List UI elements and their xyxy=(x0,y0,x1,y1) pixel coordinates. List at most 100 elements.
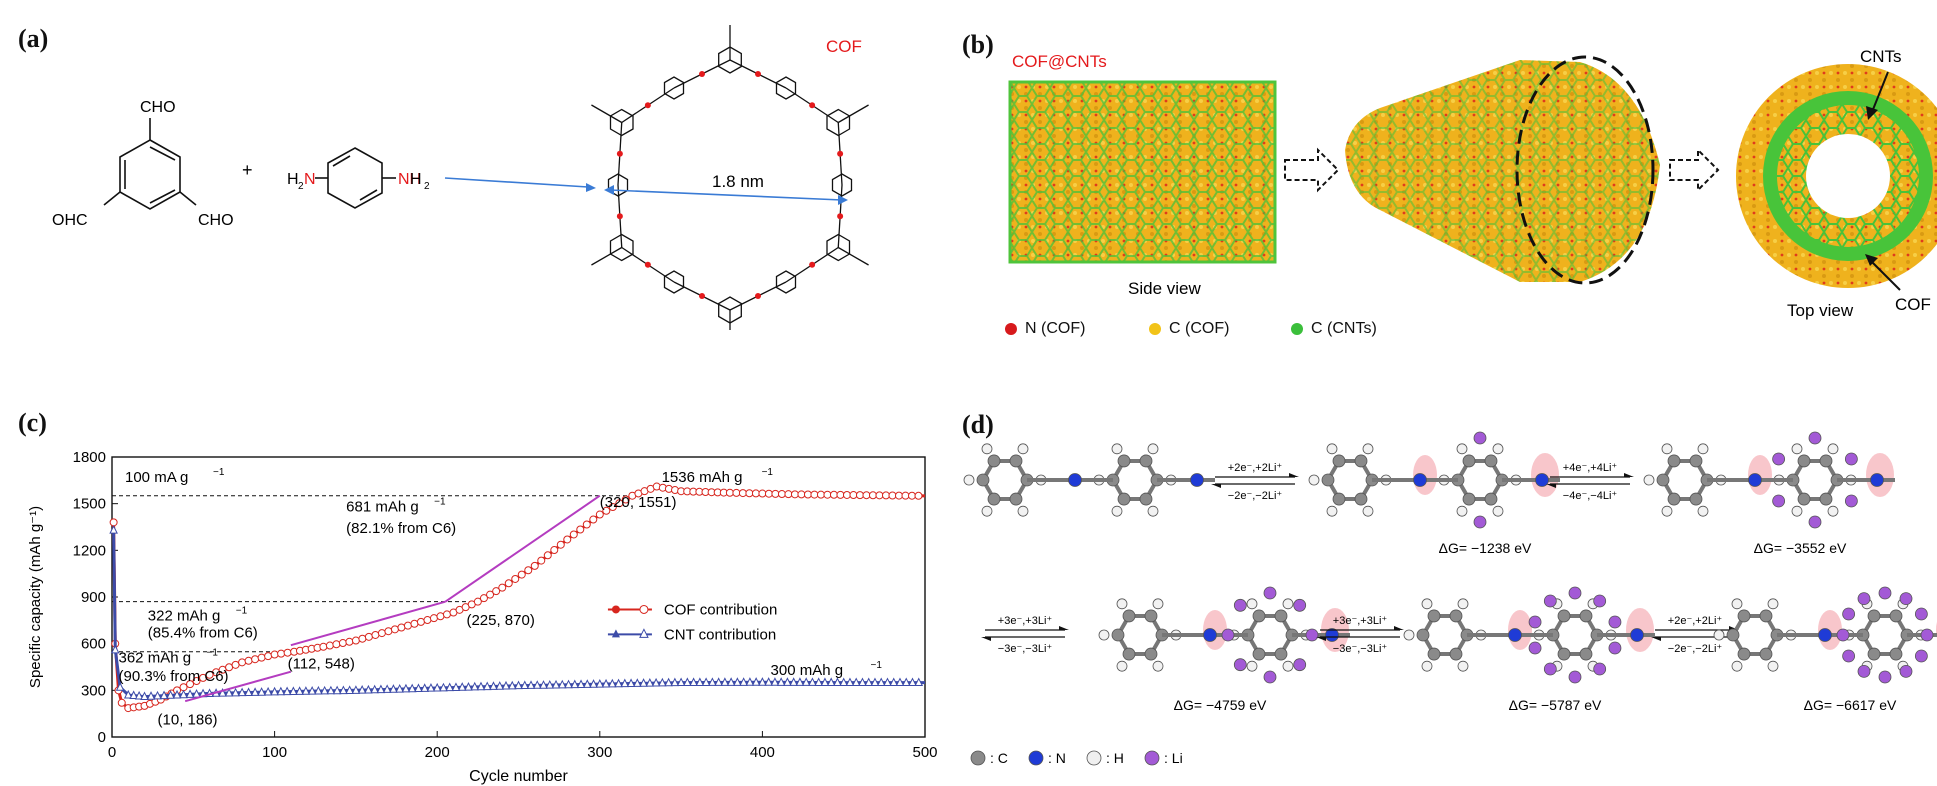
c-cnts-text: C (CNTs) xyxy=(1311,320,1377,337)
cnt-point xyxy=(676,677,686,687)
cnt-point xyxy=(645,678,655,687)
cof-linker-ring xyxy=(775,270,797,294)
cnt-point xyxy=(364,684,373,694)
x-tick-label: 400 xyxy=(750,744,775,761)
lithium-atom xyxy=(1293,658,1307,672)
carbon-atom xyxy=(1797,454,1811,468)
cof-point xyxy=(530,561,539,570)
carbon-atom xyxy=(1462,454,1476,468)
cof-point xyxy=(914,491,923,500)
equilibrium-2-fwd-label: +4e⁻,+4Li⁺ xyxy=(1563,462,1618,474)
cnt-capacity-label: 300 mAh g xyxy=(771,662,844,679)
cof-point xyxy=(816,490,825,499)
cnt-point xyxy=(231,687,240,697)
hydrogen-atom xyxy=(1282,598,1294,610)
legend-atom-label: : C xyxy=(990,750,1008,766)
cof-point xyxy=(238,658,247,667)
cof-point xyxy=(109,518,118,527)
rate-label: 100 mA g xyxy=(125,469,188,486)
cof-node-ring xyxy=(826,108,851,137)
equilibrium-2-rev-head xyxy=(1546,484,1556,488)
hydrogen-atom xyxy=(1791,443,1803,455)
energy-5: ΔG= −6617 eV xyxy=(1804,697,1897,713)
hydrogen-atom xyxy=(1767,598,1779,610)
lithium-atom xyxy=(1808,431,1822,445)
nitrogen-atom xyxy=(1870,473,1884,487)
cnt-point xyxy=(307,686,317,695)
legend-atom-label: : H xyxy=(1106,750,1124,766)
cof-linker-ring xyxy=(663,270,685,294)
cnt-point xyxy=(185,689,195,698)
y-tick-label: 1800 xyxy=(73,449,106,466)
energy-1: ΔG= −1238 eV xyxy=(1439,540,1532,556)
carbon-atom xyxy=(1819,492,1833,506)
hydrogen-atom xyxy=(1791,505,1803,517)
cnt-point xyxy=(376,684,386,694)
imine-n xyxy=(644,102,651,109)
cnt-point xyxy=(420,683,430,692)
lithium-atom xyxy=(1808,515,1822,529)
cnt-point xyxy=(614,678,623,688)
lithium-atom xyxy=(1844,452,1858,466)
carbon-atom xyxy=(1416,628,1430,642)
cof-node-ring xyxy=(718,46,742,74)
panel-b-legend-c-cof: C (COF) xyxy=(1149,320,1229,338)
cof-point xyxy=(849,491,858,500)
hydrogen-atom xyxy=(1152,598,1164,610)
imine-n xyxy=(699,292,705,299)
lithium-atom xyxy=(1233,598,1247,612)
hydrogen-atom xyxy=(1246,660,1258,672)
cnt-point xyxy=(557,679,567,689)
a362-note: (90.3% from C6) xyxy=(119,668,229,685)
lithium-atom xyxy=(1568,670,1582,684)
cof-point xyxy=(797,490,806,499)
cnt-point xyxy=(426,683,436,692)
legend-atom xyxy=(1144,750,1160,766)
cof-point xyxy=(384,627,393,636)
trend-arrow xyxy=(290,600,446,647)
top-view-label: Top view xyxy=(1787,301,1854,320)
cnt-point xyxy=(526,680,536,689)
hydrogen-atom xyxy=(1246,598,1258,610)
cof-point xyxy=(436,612,445,621)
carbon-atom xyxy=(976,473,990,487)
cnt-point xyxy=(289,686,298,696)
cnt-point xyxy=(115,682,125,691)
cof-point xyxy=(403,621,412,630)
carbon-atom xyxy=(1139,454,1153,468)
cof-point xyxy=(192,677,201,685)
carbon-atom xyxy=(1484,492,1498,506)
energy-3: ΔG= −4759 eV xyxy=(1174,697,1267,713)
cnt-point xyxy=(801,677,811,686)
x-axis-label: Cycle number xyxy=(469,768,568,785)
cnt-point xyxy=(539,680,548,689)
carbon-atom xyxy=(1332,454,1346,468)
imine-n xyxy=(755,292,761,299)
cnt-point xyxy=(282,686,292,696)
point-10-186: (10, 186) xyxy=(158,712,218,729)
cnt-point xyxy=(109,524,118,534)
cnt-point xyxy=(146,691,156,700)
cof-point xyxy=(319,642,328,651)
lithium-atom xyxy=(1263,586,1277,600)
trend-arrow xyxy=(184,670,292,703)
hydrogen-atom xyxy=(1456,443,1468,455)
cnt-point xyxy=(140,691,149,701)
carbon-atom xyxy=(1321,473,1335,487)
n-cof-swatch xyxy=(1005,323,1017,335)
equilibrium-3-rev-label: −3e⁻,−3Li⁺ xyxy=(998,643,1053,655)
cof-point xyxy=(486,590,495,599)
cof-capacity-sup: −1 xyxy=(762,467,774,478)
y-tick-label: 0 xyxy=(98,729,106,746)
energy-2: ΔG= −3552 eV xyxy=(1754,540,1847,556)
legend-atom xyxy=(1028,750,1044,766)
c-cnts-swatch xyxy=(1291,323,1303,335)
hydrogen-atom xyxy=(1492,505,1504,517)
side-view-label: Side view xyxy=(1128,279,1201,298)
panel-d-label: (d) xyxy=(962,410,994,439)
cnt-point xyxy=(551,679,561,689)
lithium-atom xyxy=(1593,662,1607,676)
cnt-point xyxy=(683,677,692,687)
cof-point xyxy=(277,649,286,658)
cnt-point xyxy=(714,677,723,686)
